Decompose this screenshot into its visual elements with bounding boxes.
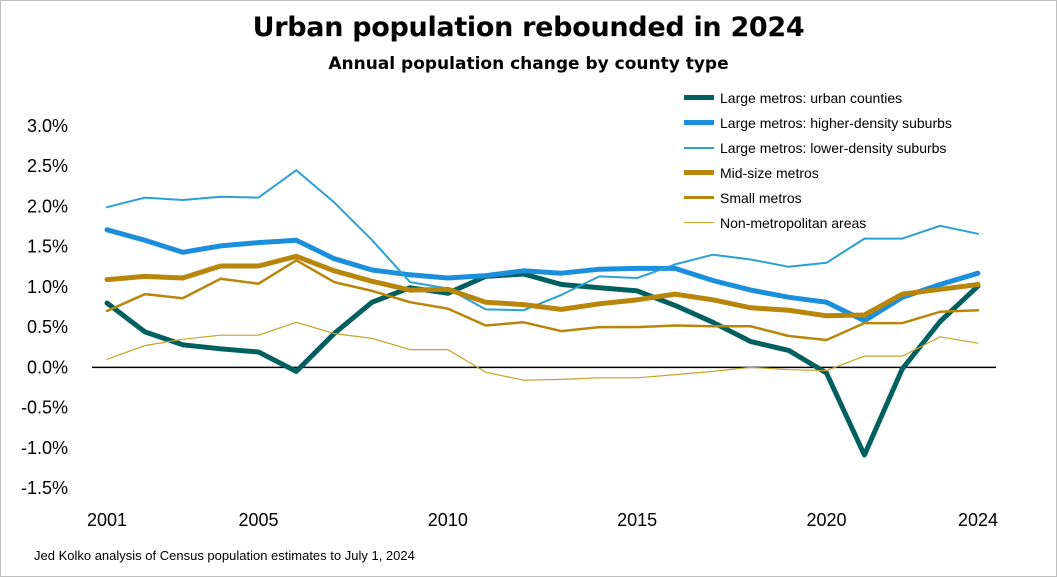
legend-item: Non-metropolitan areas — [684, 210, 952, 235]
legend-swatch — [684, 222, 714, 223]
x-tick-label: 2001 — [87, 510, 127, 530]
legend-item: Mid-size metros — [684, 160, 952, 185]
series-line-4 — [104, 253, 981, 319]
series-line-2 — [104, 227, 981, 324]
y-axis-tick-labels: 3.0% 2.5% 2.0% 1.5% 1.0% 0.5% 0.0% -0.5% -1.0% -1… — [21, 116, 68, 498]
y-tick-label: 0.0% — [27, 357, 68, 377]
legend-label: Mid-size metros — [720, 164, 819, 181]
legend-swatch — [684, 95, 714, 100]
legend-label: Large metros: lower-density suburbs — [720, 139, 947, 156]
series-line-1 — [104, 271, 981, 458]
x-tick-label: 2024 — [958, 510, 998, 530]
source-note: Jed Kolko analysis of Census population … — [34, 548, 415, 563]
y-tick-label: -0.5% — [21, 398, 68, 418]
x-tick-label: 2005 — [238, 510, 278, 530]
chart-title: Urban population rebounded in 2024 — [252, 12, 805, 43]
chart-subtitle: Annual population change by county type — [328, 54, 729, 74]
y-tick-label: 2.0% — [27, 196, 68, 216]
legend-label: Large metros: urban counties — [720, 89, 903, 106]
legend-item: Large metros: higher-density suburbs — [684, 110, 952, 135]
legend-label: Non-metropolitan areas — [720, 214, 867, 231]
legend-item: Large metros: urban counties — [684, 85, 952, 110]
x-tick-label: 2020 — [806, 510, 846, 530]
series-line-5 — [105, 259, 980, 342]
y-tick-label: -1.5% — [21, 478, 68, 498]
legend-swatch — [684, 170, 714, 175]
x-tick-label: 2010 — [428, 510, 468, 530]
legend-item: Small metros — [684, 185, 952, 210]
x-axis-tick-labels: 2001 2005 2010 2015 2020 2024 — [87, 510, 998, 530]
series-lines — [104, 169, 981, 458]
y-tick-label: 2.5% — [27, 156, 68, 176]
x-tick-label: 2015 — [617, 510, 657, 530]
legend-swatch — [684, 196, 714, 199]
legend-label: Large metros: higher-density suburbs — [720, 114, 952, 131]
y-tick-label: 0.5% — [27, 317, 68, 337]
y-tick-label: -1.0% — [21, 438, 68, 458]
series-line-6 — [106, 321, 979, 381]
y-tick-label: 1.0% — [27, 277, 68, 297]
legend-item: Large metros: lower-density suburbs — [684, 135, 952, 160]
legend: Large metros: urban counties Large metros… — [684, 85, 952, 235]
legend-swatch — [684, 120, 714, 125]
y-tick-label: 1.5% — [27, 237, 68, 257]
legend-label: Small metros — [720, 189, 802, 206]
y-tick-label: 3.0% — [27, 116, 68, 136]
series-line-3 — [106, 169, 979, 312]
legend-swatch — [684, 146, 714, 149]
